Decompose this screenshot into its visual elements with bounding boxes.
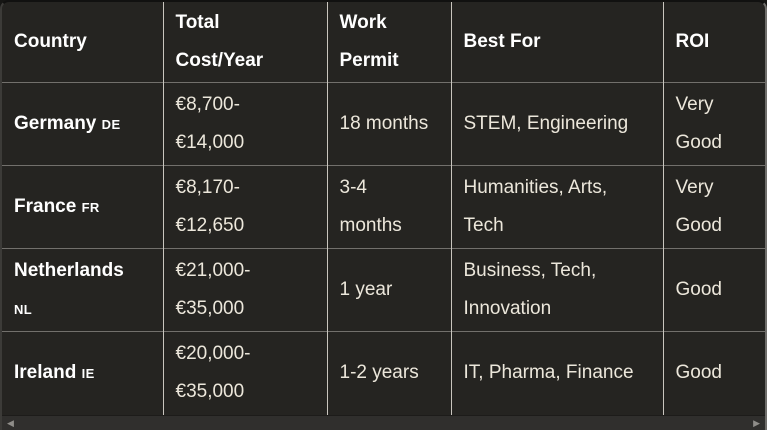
cell-country: Germany DE (2, 82, 164, 166)
table-row-france: France FR €8,170- €12,650 3-4 months Hum… (2, 165, 765, 249)
cell-work-permit: 3-4 months (327, 165, 452, 249)
cell-work-permit: 18 months (327, 82, 452, 166)
table-row-germany: Germany DE €8,700- €14,000 18 months STE… (2, 82, 765, 166)
cell-country: Netherlands NL (2, 248, 164, 332)
column-header-best-for: Best For (451, 2, 664, 83)
country-code-badge: IE (81, 365, 95, 381)
country-code-badge: NL (14, 301, 33, 317)
cell-roi: Very Good (663, 165, 765, 249)
scrollbar-track[interactable] (14, 416, 753, 430)
cell-total-cost: €20,000- €35,000 (163, 331, 328, 415)
comparison-table: Country Total Cost/Year Work Permit Best… (2, 2, 765, 415)
table-body: Germany DE €8,700- €14,000 18 months STE… (2, 82, 765, 415)
cell-work-permit: 1 year (327, 248, 452, 332)
column-header-work-permit: Work Permit (327, 2, 452, 83)
scroll-right-icon[interactable]: ▶ (753, 417, 760, 428)
table-header: Country Total Cost/Year Work Permit Best… (2, 2, 765, 83)
column-header-total-cost: Total Cost/Year (163, 2, 328, 83)
country-name: Ireland (14, 361, 77, 383)
cell-roi: Good (663, 248, 765, 332)
scroll-left-icon[interactable]: ◀ (7, 417, 14, 428)
table-scroll-area[interactable]: Country Total Cost/Year Work Permit Best… (2, 2, 765, 415)
cell-country: Ireland IE (2, 331, 164, 415)
header-row: Country Total Cost/Year Work Permit Best… (2, 2, 765, 83)
table-row-ireland: Ireland IE €20,000- €35,000 1-2 years IT… (2, 331, 765, 415)
country-name: France (14, 195, 77, 217)
cell-best-for: STEM, Engineering (451, 82, 664, 166)
cell-total-cost: €8,700- €14,000 (163, 82, 328, 166)
country-code-badge: DE (101, 116, 121, 132)
country-name: Netherlands (14, 259, 124, 281)
cell-best-for: IT, Pharma, Finance (451, 331, 664, 415)
column-header-country: Country (2, 2, 164, 83)
cell-total-cost: €8,170- €12,650 (163, 165, 328, 249)
column-header-roi: ROI (675, 31, 710, 52)
table-row-netherlands: Netherlands NL €21,000- €35,000 1 year B… (2, 248, 765, 332)
cell-roi: Very Good (663, 82, 765, 166)
cell-total-cost: €21,000- €35,000 (163, 248, 328, 332)
cell-best-for: Business, Tech, Innovation (451, 248, 664, 332)
horizontal-scrollbar[interactable]: ◀ ▶ (2, 415, 765, 430)
cell-best-for: Humanities, Arts, Tech (451, 165, 664, 249)
country-name: Germany (14, 112, 97, 134)
cell-roi: Good (663, 331, 765, 415)
country-code-badge: FR (81, 199, 100, 215)
cell-country: France FR (2, 165, 164, 249)
cell-work-permit: 1-2 years (327, 331, 452, 415)
